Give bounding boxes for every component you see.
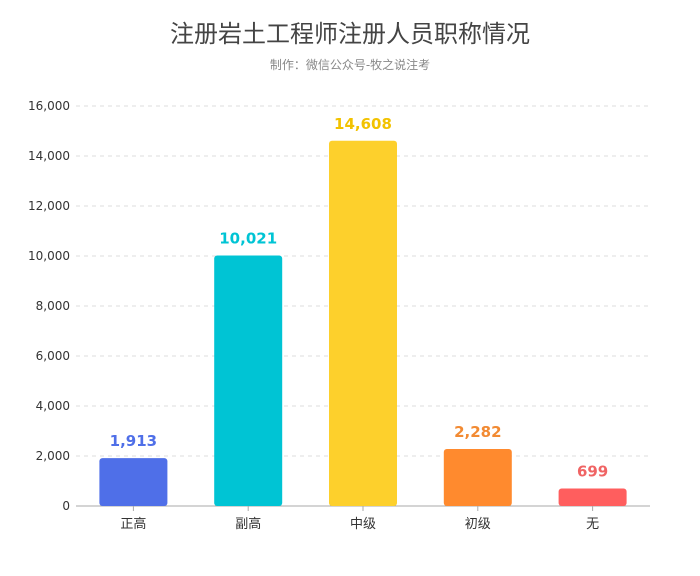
- data-label: 2,282: [454, 423, 501, 441]
- bar: [99, 458, 168, 506]
- data-label: 699: [577, 463, 608, 481]
- bar: [558, 488, 627, 506]
- chart-subtitle: 制作：微信公众号-牧之说注考: [269, 58, 431, 72]
- chart-title: 注册岩土工程师注册人员职称情况: [170, 20, 530, 48]
- y-tick-label: 0: [62, 499, 70, 513]
- y-tick-label: 8,000: [36, 299, 70, 313]
- bar: [329, 140, 397, 507]
- x-tick-label: 初级: [465, 517, 491, 532]
- y-tick-label: 12,000: [28, 199, 70, 213]
- bar: [443, 448, 512, 506]
- y-tick-label: 14,000: [28, 149, 70, 163]
- x-tick-label: 无: [586, 517, 599, 532]
- y-tick-label: 6,000: [36, 349, 70, 363]
- bar: [214, 255, 283, 506]
- x-tick-label: 中级: [350, 517, 376, 532]
- data-label: 14,608: [334, 115, 392, 133]
- y-tick-label: 10,000: [28, 249, 70, 263]
- x-tick-label: 副高: [235, 516, 261, 532]
- data-label: 10,021: [219, 229, 277, 247]
- data-label: 1,913: [110, 432, 157, 450]
- y-tick-label: 4,000: [36, 399, 70, 413]
- y-tick-label: 2,000: [36, 449, 70, 463]
- x-tick-label: 正高: [120, 516, 146, 532]
- y-tick-label: 16,000: [28, 99, 70, 113]
